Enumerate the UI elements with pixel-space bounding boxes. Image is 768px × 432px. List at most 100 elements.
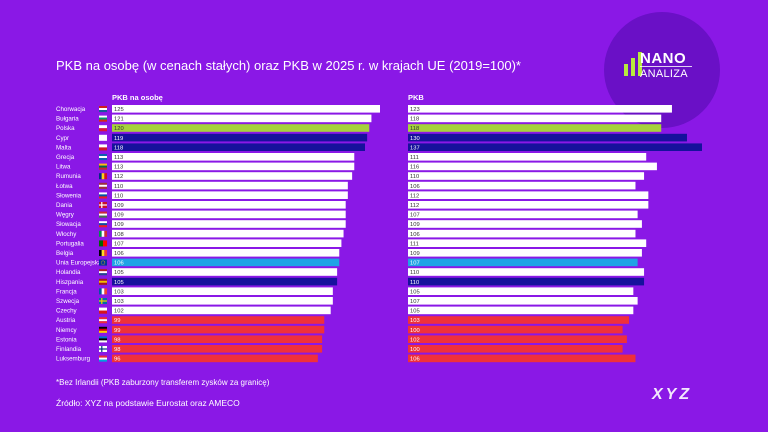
- data-label: 105: [114, 280, 124, 286]
- data-label: 125: [114, 107, 124, 113]
- bar-gdp: [408, 114, 662, 123]
- data-label: 106: [114, 261, 124, 267]
- data-label: 106: [114, 251, 124, 257]
- category-label: Finlandia: [56, 346, 82, 353]
- flag-se-icon-cross: [99, 300, 107, 302]
- data-label: 109: [410, 222, 420, 228]
- data-label: 103: [410, 318, 420, 324]
- flag-es-icon-stripe: [99, 280, 107, 283]
- bar-gdp-per-capita: [112, 201, 346, 209]
- series-header: PKB: [408, 93, 424, 102]
- flag-it-icon-stripe: [99, 230, 102, 237]
- flag-bg-icon-stripe: [99, 119, 107, 122]
- data-label: 98: [114, 347, 120, 353]
- bar-gdp-per-capita: [112, 316, 325, 324]
- flag-fr-icon-stripe: [104, 288, 108, 295]
- data-label: 103: [114, 289, 124, 295]
- logo-text-nano: NANO: [640, 50, 687, 67]
- flag-lv-icon-stripe: [99, 186, 107, 189]
- flag-si-icon-stripe: [99, 194, 107, 197]
- data-label: 112: [410, 193, 419, 199]
- category-label: Unia Europejska: [56, 260, 102, 267]
- flag-fr-icon-stripe: [99, 288, 102, 295]
- category-label: Holandia: [56, 269, 81, 276]
- flag-pt-icon-stripe: [103, 240, 108, 247]
- flag-eu-stars: [100, 260, 106, 265]
- bar-gdp: [408, 181, 636, 190]
- flag-si-icon-stripe: [99, 196, 107, 199]
- bar-gdp-per-capita: [112, 297, 333, 305]
- flag-sk-icon-stripe: [99, 221, 107, 224]
- flag-lt-icon-stripe: [99, 165, 107, 168]
- data-label: 110: [114, 193, 123, 199]
- data-label: 105: [410, 309, 420, 315]
- flag-de-icon-stripe: [99, 326, 107, 329]
- data-label: 137: [410, 145, 420, 151]
- bar-gdp: [408, 277, 645, 286]
- data-label: 102: [410, 337, 420, 343]
- data-label: 112: [114, 174, 123, 180]
- brand-logo: XYZ: [652, 386, 693, 403]
- category-label: Grecja: [56, 154, 75, 161]
- chart-title: PKB na osobę (w cenach stałych) oraz PKB…: [56, 58, 521, 73]
- data-label: 110: [410, 174, 419, 180]
- bar-gdp-per-capita: [112, 143, 365, 151]
- flag-lt-icon-stripe: [99, 163, 107, 166]
- category-label: Słowacja: [56, 221, 81, 228]
- flag-ro-icon-stripe: [101, 173, 105, 180]
- flag-gr-icon-stripe: [99, 156, 107, 159]
- bar-gdp: [408, 249, 642, 257]
- bar-gdp-per-capita: [112, 105, 380, 113]
- category-label: Niemcy: [56, 327, 78, 334]
- bar-gdp: [408, 201, 649, 209]
- data-label: 123: [410, 107, 420, 113]
- data-label: 105: [410, 289, 420, 295]
- flag-nl-icon-stripe: [99, 269, 107, 272]
- data-label: 110: [410, 280, 419, 286]
- flag-it-icon-stripe: [101, 230, 105, 237]
- flag-cz-icon-stripe: [99, 310, 107, 314]
- data-label: 105: [114, 270, 124, 276]
- flag-lv-icon-stripe: [99, 182, 107, 185]
- bar-gdp-per-capita: [112, 181, 348, 190]
- category-label: Bułgaria: [56, 116, 79, 123]
- category-label: Estonia: [56, 336, 77, 343]
- bar-gdp: [408, 153, 647, 161]
- data-label: 113: [114, 155, 123, 161]
- data-label: 107: [410, 299, 420, 305]
- bar-chart-icon-bar: [638, 52, 642, 76]
- category-label: Polska: [56, 125, 75, 132]
- flag-cy-icon: [99, 134, 107, 141]
- bar-gdp-per-capita: [112, 306, 331, 315]
- flag-pt-icon-stripe: [99, 240, 104, 247]
- flag-lu-icon-stripe: [99, 359, 107, 362]
- category-label: Dania: [56, 202, 73, 209]
- bar-gdp-per-capita: [112, 220, 346, 228]
- flag-si-icon-stripe: [99, 192, 107, 195]
- flag-mt-icon-stripe: [99, 144, 107, 148]
- flag-hr-icon-stripe: [99, 106, 107, 109]
- flag-fi-icon-cross: [99, 348, 107, 350]
- bar-gdp-per-capita: [112, 345, 323, 353]
- flag-fr-icon-stripe: [101, 288, 105, 295]
- bar-gdp: [408, 287, 634, 295]
- flag-ee-icon-stripe: [99, 338, 107, 341]
- data-label: 110: [114, 184, 123, 190]
- bar-gdp-per-capita: [112, 229, 344, 238]
- bar-gdp-per-capita: [112, 239, 342, 247]
- flag-ro-icon-stripe: [104, 173, 108, 180]
- category-label: Chorwacja: [56, 106, 86, 113]
- category-label: Szwecja: [56, 298, 80, 305]
- flag-bg-icon-stripe: [99, 117, 107, 120]
- data-label: 102: [114, 309, 124, 315]
- data-label: 118: [410, 126, 419, 132]
- flag-es-icon-stripe: [99, 282, 107, 285]
- logo-divider: [640, 66, 692, 67]
- category-label: Hiszpania: [56, 279, 84, 286]
- series-header: PKB na osobę: [112, 93, 163, 102]
- data-label: 96: [114, 357, 120, 363]
- bar-gdp: [408, 239, 647, 247]
- flag-de-icon-stripe: [99, 328, 107, 331]
- flag-lt-icon-stripe: [99, 167, 107, 170]
- data-label: 99: [114, 318, 120, 324]
